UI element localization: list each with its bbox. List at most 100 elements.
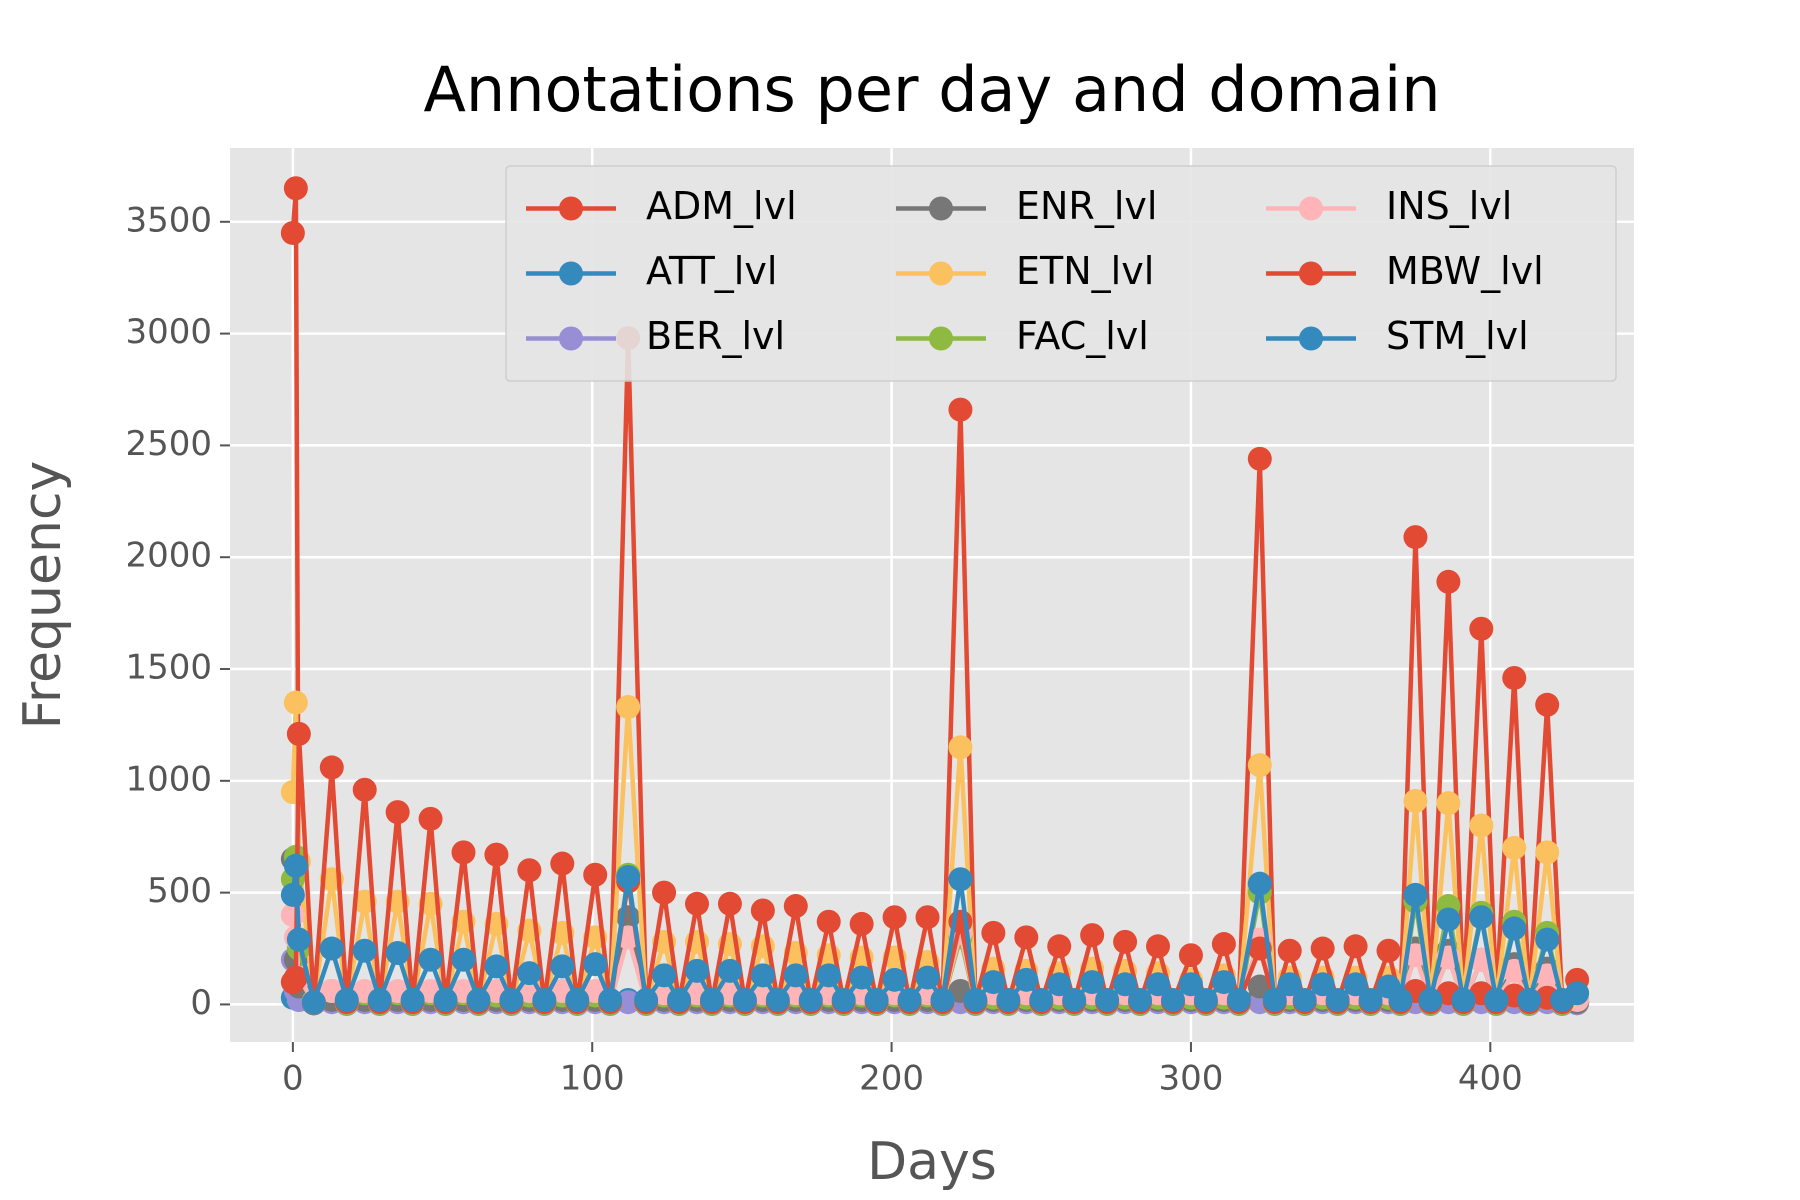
legend-marker bbox=[929, 196, 953, 221]
data-point bbox=[1247, 753, 1272, 778]
data-point bbox=[1226, 987, 1251, 1012]
data-point bbox=[849, 965, 874, 990]
data-point bbox=[385, 941, 410, 966]
data-point bbox=[283, 965, 308, 990]
data-point bbox=[1193, 987, 1218, 1012]
data-point bbox=[1436, 907, 1461, 932]
data-point bbox=[652, 963, 677, 988]
data-point bbox=[816, 963, 841, 988]
data-point bbox=[286, 721, 311, 746]
legend-marker bbox=[559, 261, 583, 286]
data-point bbox=[517, 858, 542, 883]
data-point bbox=[283, 690, 308, 715]
data-point bbox=[634, 987, 659, 1012]
y-tick-label: 0 bbox=[190, 983, 212, 1023]
data-point bbox=[717, 958, 742, 983]
data-point bbox=[882, 905, 907, 930]
data-point bbox=[334, 987, 359, 1012]
data-point bbox=[1535, 840, 1560, 865]
legend-marker bbox=[1299, 326, 1323, 351]
data-point bbox=[1211, 970, 1236, 995]
data-point bbox=[451, 840, 476, 865]
data-point bbox=[583, 862, 608, 887]
data-point bbox=[1029, 987, 1054, 1012]
data-point bbox=[1262, 987, 1287, 1012]
data-point bbox=[652, 880, 677, 905]
data-point bbox=[319, 936, 344, 961]
data-point bbox=[981, 970, 1006, 995]
data-point bbox=[1484, 987, 1509, 1012]
x-tick-label: 100 bbox=[560, 1059, 625, 1099]
legend-label: FAC_lvl bbox=[1016, 314, 1149, 358]
data-point bbox=[616, 864, 641, 889]
data-point bbox=[1146, 972, 1171, 997]
legend-label: INS_lvl bbox=[1386, 184, 1512, 228]
data-point bbox=[1178, 943, 1203, 968]
data-point bbox=[1469, 905, 1494, 930]
data-point bbox=[1277, 972, 1302, 997]
data-point bbox=[598, 987, 623, 1012]
legend-label: ADM_lvl bbox=[646, 184, 797, 228]
y-tick-label: 2000 bbox=[125, 536, 212, 576]
data-point bbox=[1469, 616, 1494, 641]
data-point bbox=[816, 909, 841, 934]
data-point bbox=[352, 777, 377, 802]
data-point bbox=[1502, 835, 1527, 860]
data-point bbox=[1047, 934, 1072, 959]
data-point bbox=[1211, 932, 1236, 957]
legend-label: ENR_lvl bbox=[1016, 184, 1157, 228]
legend-label: ETN_lvl bbox=[1016, 249, 1154, 293]
data-point bbox=[280, 220, 305, 245]
data-point bbox=[1128, 987, 1153, 1012]
data-point bbox=[1388, 987, 1413, 1012]
legend-box bbox=[505, 165, 1617, 382]
data-point bbox=[1436, 791, 1461, 816]
data-point bbox=[1247, 446, 1272, 471]
data-point bbox=[1014, 925, 1039, 950]
data-point bbox=[499, 987, 524, 1012]
data-point bbox=[286, 927, 311, 952]
data-point bbox=[1277, 938, 1302, 963]
data-point bbox=[1095, 987, 1120, 1012]
data-point bbox=[583, 952, 608, 977]
y-tick-label: 3000 bbox=[125, 312, 212, 352]
data-point bbox=[1403, 882, 1428, 907]
data-point bbox=[948, 735, 973, 760]
data-point bbox=[685, 891, 710, 916]
x-tick-label: 200 bbox=[859, 1059, 924, 1099]
data-point bbox=[1113, 972, 1138, 997]
data-point bbox=[517, 961, 542, 986]
data-point bbox=[1376, 938, 1401, 963]
data-point bbox=[1292, 987, 1317, 1012]
data-point bbox=[732, 987, 757, 1012]
y-tick-label: 3500 bbox=[125, 200, 212, 240]
data-point bbox=[1014, 967, 1039, 992]
data-point bbox=[1178, 972, 1203, 997]
data-point bbox=[319, 755, 344, 780]
legend-label: ATT_lvl bbox=[646, 249, 777, 293]
legend-label: MBW_lvl bbox=[1386, 249, 1544, 293]
data-point bbox=[930, 987, 955, 1012]
data-point bbox=[1343, 972, 1368, 997]
x-tick-label: 400 bbox=[1458, 1059, 1523, 1099]
data-point bbox=[1469, 813, 1494, 838]
x-tick-label: 0 bbox=[282, 1059, 304, 1099]
data-point bbox=[1517, 987, 1542, 1012]
data-point bbox=[783, 963, 808, 988]
data-point bbox=[550, 954, 575, 979]
data-point bbox=[466, 987, 491, 1012]
y-axis-label: Frequency bbox=[13, 461, 73, 730]
data-point bbox=[1113, 929, 1138, 954]
y-tick-label: 1500 bbox=[125, 648, 212, 688]
data-point bbox=[996, 987, 1021, 1012]
chart-title: Annotations per day and domain bbox=[423, 53, 1440, 126]
data-point bbox=[864, 987, 889, 1012]
data-point bbox=[750, 898, 775, 923]
legend-label: BER_lvl bbox=[646, 314, 785, 358]
data-point bbox=[685, 958, 710, 983]
data-point bbox=[1535, 927, 1560, 952]
data-point bbox=[915, 965, 940, 990]
legend-marker bbox=[559, 196, 583, 221]
data-point bbox=[1247, 871, 1272, 896]
